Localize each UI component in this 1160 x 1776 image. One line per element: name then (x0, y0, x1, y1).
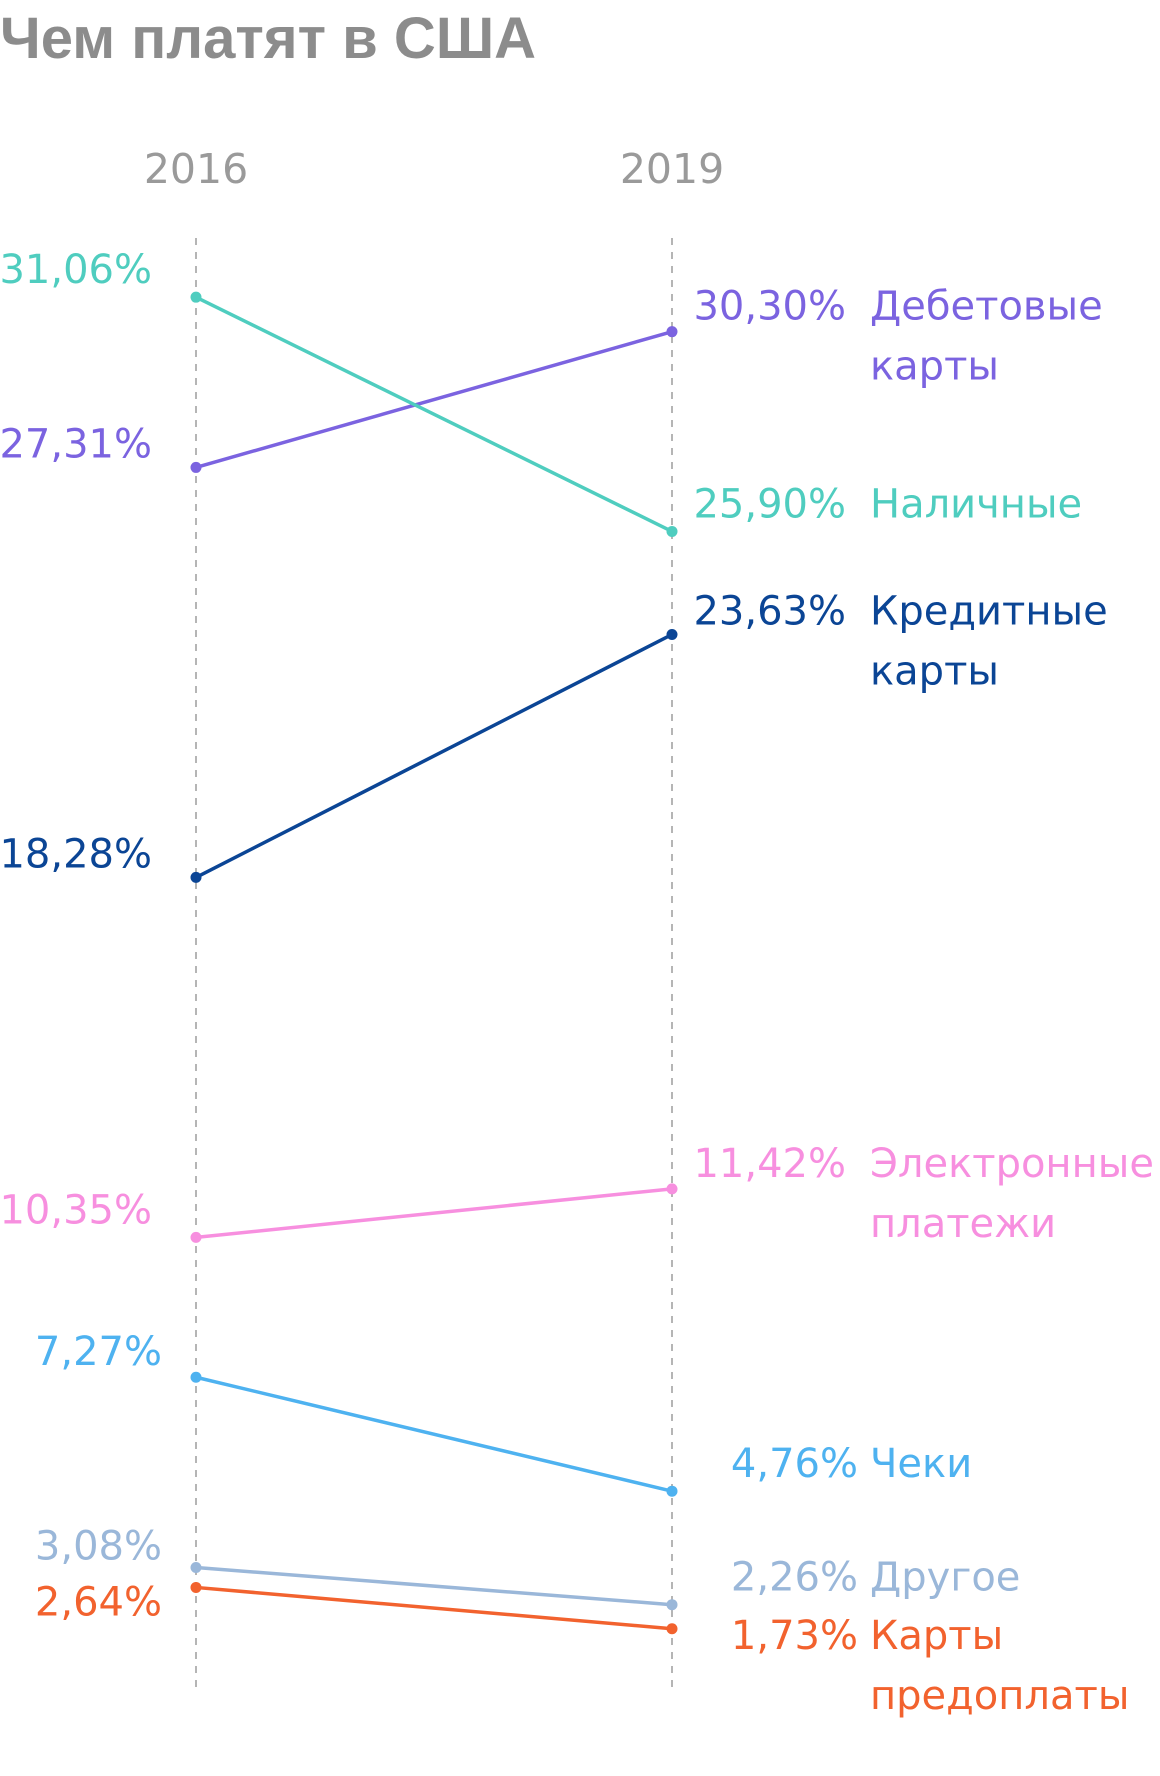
value-label-2016-checks: 7,27% (35, 1329, 162, 1375)
point-2016-e-payments (190, 1231, 202, 1243)
value-label-2019-cash: 25,90% (693, 481, 846, 527)
series-prepaid-cards: 2,64% 1,73% Карты предоплаты (35, 1579, 1129, 1718)
series-name-checks: Чеки (870, 1441, 972, 1487)
value-label-2019-prepaid-cards: 1,73% (731, 1613, 858, 1659)
series-layer: 27,31% 30,30% Дебетовые карты 31,06% 25,90% На… (0, 247, 1154, 1719)
value-label-2019-credit-cards: 23,63% (693, 588, 846, 634)
series-line-credit-cards (195, 632, 673, 879)
series-name-credit-cards: Кредитные карты (870, 588, 1108, 694)
series-line-cash (195, 295, 673, 534)
value-label-2016-cash: 31,06% (0, 247, 152, 293)
series-line-prepaid-cards (195, 1585, 673, 1631)
point-2019-checks (666, 1485, 678, 1497)
series-other: 3,08% 2,26% Другое (35, 1523, 1020, 1611)
value-label-2016-debit-cards: 27,31% (0, 421, 152, 467)
series-name-e-payments: Электронные платежи (870, 1141, 1154, 1247)
series-name-cash: Наличные (870, 481, 1082, 527)
point-2016-credit-cards (190, 871, 202, 883)
series-name-prepaid-cards: Карты предоплаты (870, 1613, 1129, 1719)
series-line-other (195, 1565, 673, 1607)
value-label-2016-e-payments: 10,35% (0, 1187, 152, 1233)
year-label-2016: 2016 (144, 145, 248, 193)
series-line-checks (195, 1375, 673, 1493)
value-label-2016-other: 3,08% (35, 1523, 162, 1569)
series-checks: 7,27% 4,76% Чеки (35, 1329, 972, 1497)
series-name-debit-cards: Дебетовые карты (870, 284, 1103, 390)
value-label-2019-checks: 4,76% (731, 1441, 858, 1487)
point-2019-other (666, 1599, 678, 1611)
value-label-2019-other: 2,26% (731, 1555, 858, 1601)
point-2019-debit-cards (666, 326, 678, 338)
point-2019-cash (666, 525, 678, 537)
point-2016-cash (190, 291, 202, 303)
point-2019-prepaid-cards (666, 1623, 678, 1635)
point-2016-debit-cards (190, 461, 202, 473)
point-2019-e-payments (666, 1183, 678, 1195)
series-e-payments: 10,35% 11,42% Электронные платежи (0, 1141, 1154, 1247)
value-label-2016-prepaid-cards: 2,64% (35, 1579, 162, 1625)
point-2016-prepaid-cards (190, 1581, 202, 1593)
point-2019-credit-cards (666, 628, 678, 640)
point-2016-checks (190, 1371, 202, 1383)
year-label-2019: 2019 (620, 145, 724, 193)
series-line-e-payments (195, 1187, 673, 1240)
series-debit-cards: 27,31% 30,30% Дебетовые карты (0, 284, 1103, 473)
point-2016-other (190, 1561, 202, 1573)
chart-title: Чем платят в США (0, 6, 536, 71)
series-line-debit-cards (195, 329, 673, 470)
value-label-2019-debit-cards: 30,30% (693, 284, 846, 330)
value-label-2016-credit-cards: 18,28% (0, 831, 152, 877)
series-credit-cards: 18,28% 23,63% Кредитные карты (0, 588, 1108, 883)
series-cash: 31,06% 25,90% Наличные (0, 247, 1082, 537)
value-label-2019-e-payments: 11,42% (693, 1141, 846, 1187)
series-name-other: Другое (870, 1555, 1020, 1601)
